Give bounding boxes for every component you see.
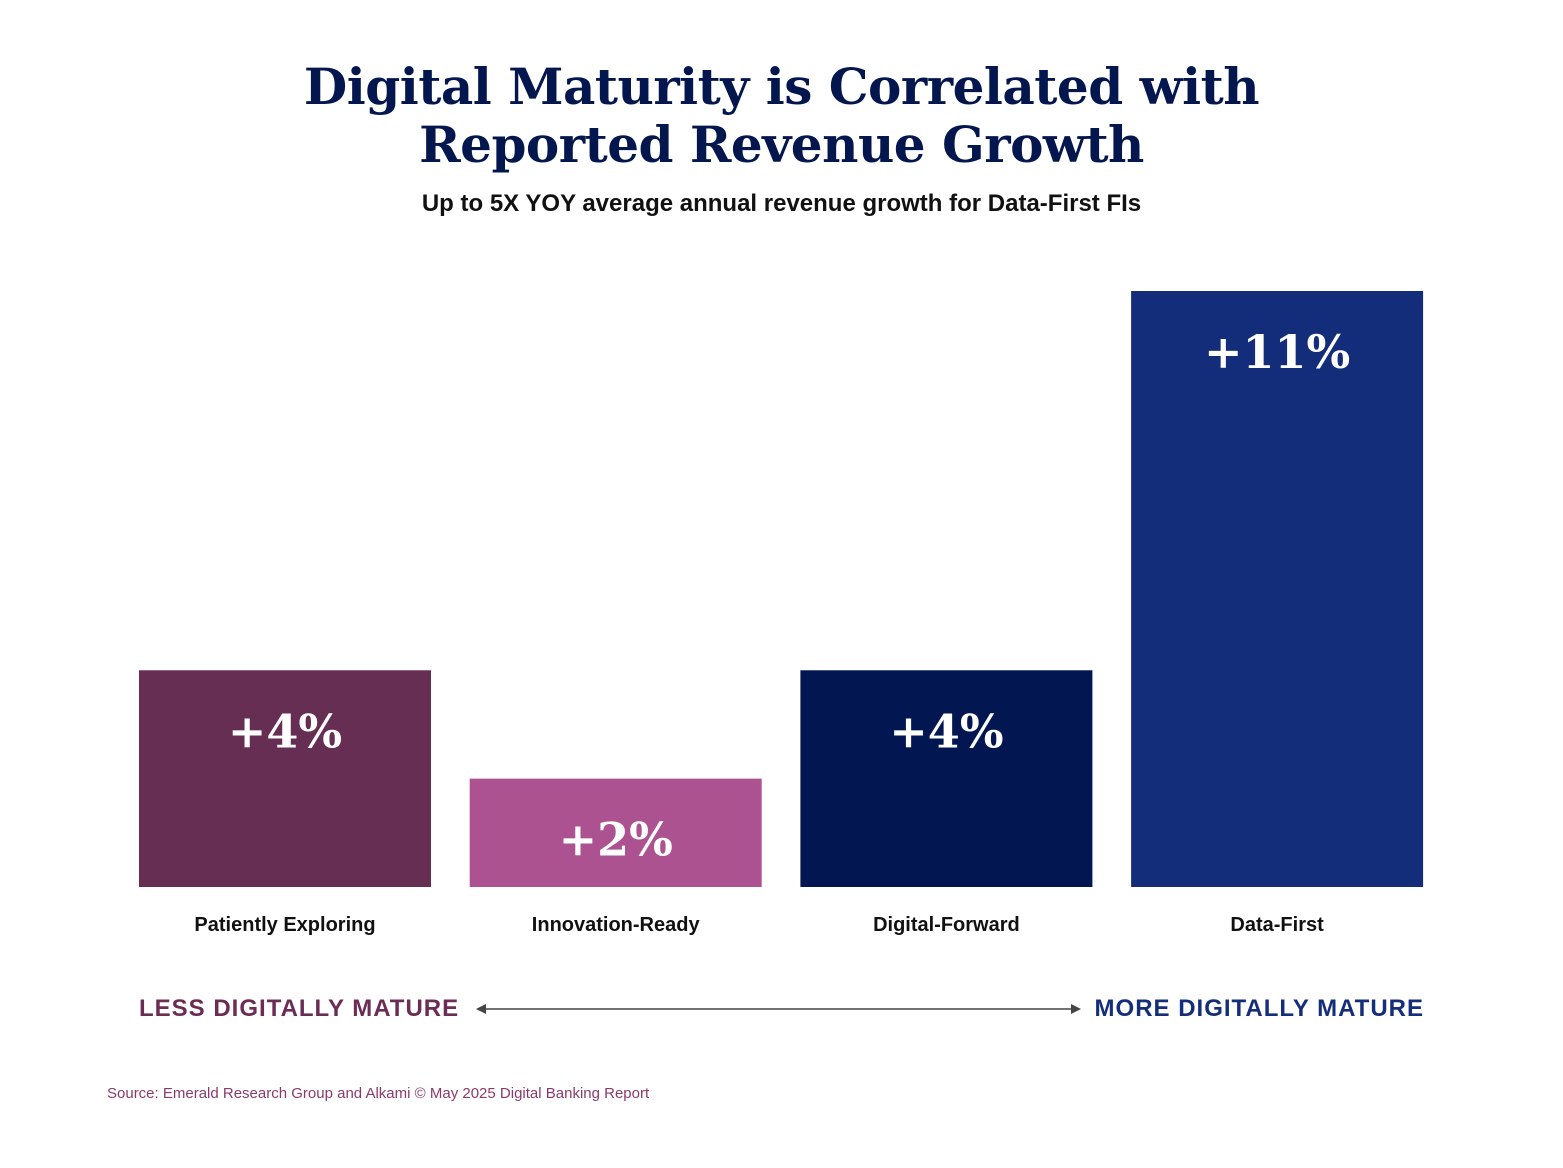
bar-value-label: +4%: [889, 704, 1003, 758]
bar-innovation-ready: [469, 778, 762, 887]
source-note: Source: Emerald Research Group and Alkam…: [107, 1085, 650, 1102]
bar-digital-forward: [800, 670, 1093, 887]
bar-value-label: +11%: [1204, 325, 1350, 379]
arrow-left-head-icon: [476, 1004, 486, 1014]
category-labels-group: Patiently Exploring Innovation-Ready Digit…: [194, 914, 1324, 936]
more-digitally-mature-label: MORE DIGITALLY MATURE: [1094, 995, 1424, 1022]
bar-value-label: +4%: [228, 704, 342, 758]
less-digitally-mature-label: LESS DIGITALLY MATURE: [139, 995, 460, 1022]
maturity-arrow: [476, 1004, 1081, 1014]
bar-value-label: +2%: [559, 813, 673, 867]
arrow-right-head-icon: [1071, 1004, 1081, 1014]
category-label: Data-First: [1230, 914, 1324, 936]
chart-title: Digital Maturity is Correlated with Repo…: [0, 58, 1563, 174]
category-label: Digital-Forward: [873, 914, 1020, 936]
bar-patiently-exploring: [139, 670, 431, 887]
value-labels-group: +4% +2% +4% +11%: [228, 325, 1350, 867]
category-label: Innovation-Ready: [532, 914, 701, 936]
chart-subtitle: Up to 5X YOY average annual revenue grow…: [421, 190, 1142, 217]
chart-title-line-2: Reported Revenue Growth: [419, 115, 1144, 174]
bar-data-first: [1131, 291, 1424, 887]
chart-title-line-1: Digital Maturity is Correlated with: [303, 57, 1260, 116]
bars-group: [139, 291, 1424, 887]
category-label: Patiently Exploring: [194, 914, 375, 936]
